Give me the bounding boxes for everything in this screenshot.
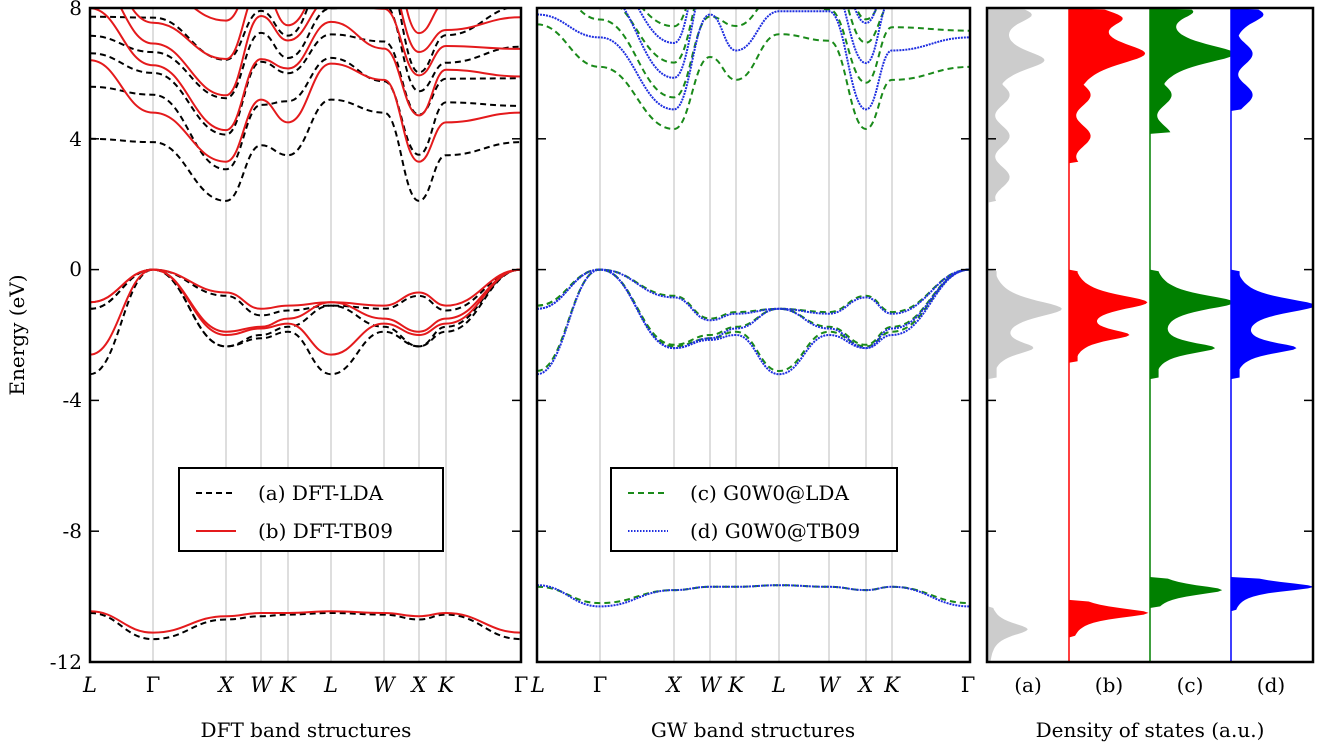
- gw-series-1-band-line: [537, 10, 970, 111]
- dft-series-1-band-line: [90, 8, 521, 132]
- dos-label-c: (c): [1177, 673, 1204, 697]
- dos-label-b: (b): [1095, 673, 1123, 697]
- dft-series-0-band-line: [90, 98, 521, 202]
- dft-series-1-band-line: [90, 268, 521, 333]
- gw-kpoint-label: X: [857, 673, 875, 697]
- gw-kpoint-label: L: [530, 673, 545, 697]
- dft-legend: (a) DFT-LDA (b) DFT-TB09: [178, 467, 444, 552]
- dft-kpoint-label: Γ: [514, 673, 529, 697]
- y-tick-label: -12: [50, 650, 82, 674]
- dos-fill-a: [988, 8, 1062, 662]
- axis-ticks: [90, 7, 1313, 663]
- gw-series-0-band-line: [537, 268, 970, 373]
- dft-series-1-band-line: [90, 59, 521, 163]
- dft-legend-label-tb09: (b) DFT-TB09: [258, 519, 393, 543]
- gw-band-lines: [537, 0, 970, 608]
- gw-series-1-band-line: [537, 0, 970, 7]
- dft-panel-gridlines: [152, 8, 447, 662]
- dft-series-0-band-line: [90, 33, 521, 136]
- y-tick-label: -4: [63, 388, 82, 412]
- y-tick-labels: 8 4 0 -4 -8 -12: [50, 0, 82, 674]
- dft-kpoint-label: X: [410, 673, 428, 697]
- dft-series-1-band-line: [119, 8, 521, 97]
- gw-panel-gridlines: [599, 8, 893, 662]
- dft-series-0-band-line: [90, 8, 521, 100]
- dos-label-d: (d): [1257, 673, 1285, 697]
- gw-legend-box: [610, 467, 898, 552]
- gw-series-1-band-line: [537, 584, 970, 608]
- dft-series-1-band-line: [90, 610, 521, 634]
- dft-panel-frame: [88, 6, 523, 664]
- dft-kpoint-label: L: [323, 673, 338, 697]
- dft-kpoint-label: X: [217, 673, 235, 697]
- gw-kpoint-label: Γ: [593, 673, 608, 697]
- y-tick-label: 8: [69, 0, 82, 20]
- gw-legend: (c) G0W0@LDA (d) G0W0@TB09: [610, 467, 898, 552]
- dos-x-axis-title: Density of states (a.u.): [1036, 718, 1265, 742]
- dft-series-1-band-line: [90, 268, 521, 310]
- dft-series-0-band-line: [90, 268, 521, 317]
- gw-kpoint-label: W: [818, 673, 842, 697]
- dos-label-a: (a): [1014, 673, 1042, 697]
- dft-band-lines: [90, 8, 521, 641]
- gw-x-axis-title: GW band structures: [651, 718, 855, 742]
- gw-kpoint-label: W: [699, 673, 723, 697]
- gw-kpoint-label: K: [727, 673, 745, 697]
- dft-kpoint-label: Γ: [146, 673, 161, 697]
- dos-fill-b: [1069, 8, 1149, 662]
- y-axis-title: Energy (eV): [5, 274, 29, 395]
- dft-legend-label-lda: (a) DFT-LDA: [258, 481, 384, 505]
- dos-fills: [987, 8, 1313, 662]
- dft-kpoint-label: L: [82, 673, 97, 697]
- dos-panel-frame: [985, 6, 1315, 664]
- gw-legend-label-tb09: (d) G0W0@TB09: [690, 519, 860, 543]
- gw-kpoint-label: K: [883, 673, 901, 697]
- dft-legend-box: [178, 467, 444, 552]
- gw-series-0-band-line: [537, 268, 970, 346]
- dft-series-1-band-line: [192, 8, 440, 35]
- dft-kpoint-label: W: [250, 673, 274, 697]
- dft-series-0-band-line: [90, 611, 521, 641]
- gw-panel-frame: [535, 6, 972, 664]
- gw-kpoint-label: Γ: [961, 673, 976, 697]
- dos-fill-c: [1150, 8, 1235, 662]
- dft-x-axis-title: DFT band structures: [201, 718, 412, 742]
- gw-series-0-band-line: [641, 8, 878, 28]
- y-tick-label: 0: [69, 257, 82, 281]
- gw-series-1-band-line: [537, 268, 970, 322]
- gw-series-1-band-line: [537, 268, 970, 350]
- dft-series-0-band-line: [90, 8, 513, 74]
- dft-series-0-band-line: [90, 56, 521, 171]
- y-tick-label: 4: [69, 127, 82, 151]
- gw-series-1-band-line: [622, 8, 886, 79]
- gw-series-0-band-line: [576, 8, 970, 99]
- gw-series-0-band-line: [619, 8, 888, 64]
- dos-column-labels: (a) (b) (c) (d): [1014, 673, 1285, 697]
- dft-series-1-band-line: [130, 8, 521, 61]
- gw-series-0-band-line: [537, 23, 970, 131]
- dft-kpoint-label: W: [373, 673, 397, 697]
- dft-kpoint-label: K: [279, 673, 297, 697]
- gw-legend-label-lda: (c) G0W0@LDA: [690, 481, 849, 505]
- gw-kpoint-label: L: [771, 673, 786, 697]
- dft-series-0-band-line: [90, 268, 521, 348]
- gw-kpoint-label: X: [665, 673, 683, 697]
- dos-fill-d: [1231, 8, 1313, 662]
- y-tick-label: -8: [63, 519, 82, 543]
- dft-kpoint-label: K: [437, 673, 455, 697]
